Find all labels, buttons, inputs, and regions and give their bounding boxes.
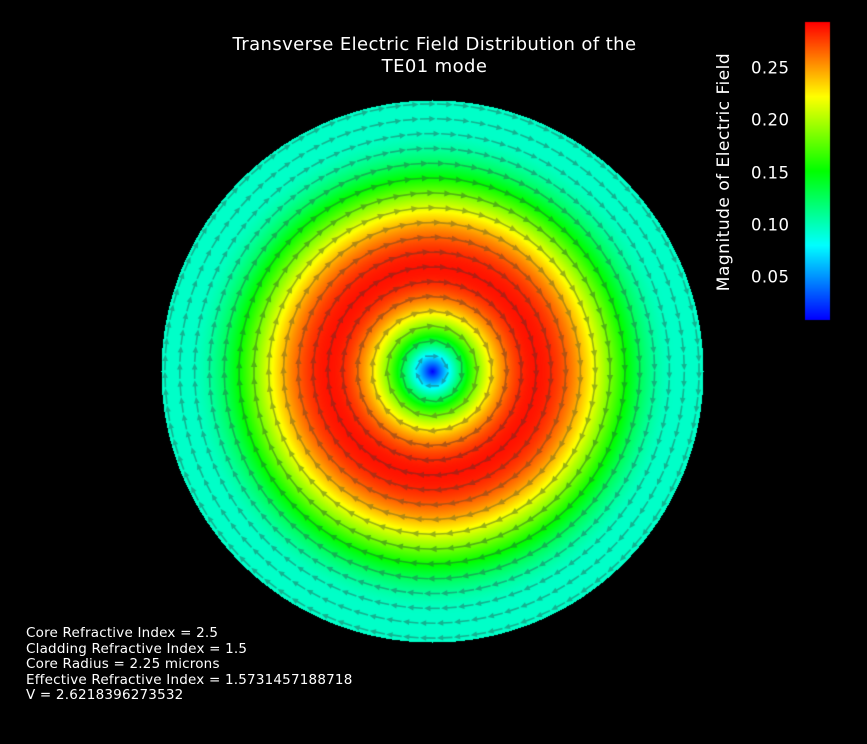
parameter-core-index: Core Refractive Index = 2.5 bbox=[26, 625, 219, 641]
parameter-list: Core Refractive Index = 2.5 Cladding Ref… bbox=[26, 625, 353, 704]
colorbar-tick-label: 0.25 bbox=[751, 58, 790, 78]
chart-title-line-1: Transverse Electric Field Distribution o… bbox=[232, 34, 637, 55]
colorbar-tick-label: 0.15 bbox=[751, 163, 790, 183]
colorbar-tick-label: 0.10 bbox=[751, 215, 790, 235]
parameter-effective-index: Effective Refractive Index = 1.573145718… bbox=[26, 671, 353, 688]
parameter-v-number: V = 2.6218396273532 bbox=[26, 687, 184, 703]
chart-title-line-2: TE01 mode bbox=[381, 56, 488, 77]
parameter-core-radius: Core Radius = 2.25 microns bbox=[26, 656, 220, 672]
colorbar-label: Magnitude of Electric Field bbox=[714, 52, 734, 292]
colorbar-tick-label: 0.05 bbox=[751, 267, 790, 287]
parameter-cladding-index: Cladding Refractive Index = 1.5 bbox=[26, 640, 248, 657]
colorbar-tick-label: 0.20 bbox=[751, 110, 790, 130]
